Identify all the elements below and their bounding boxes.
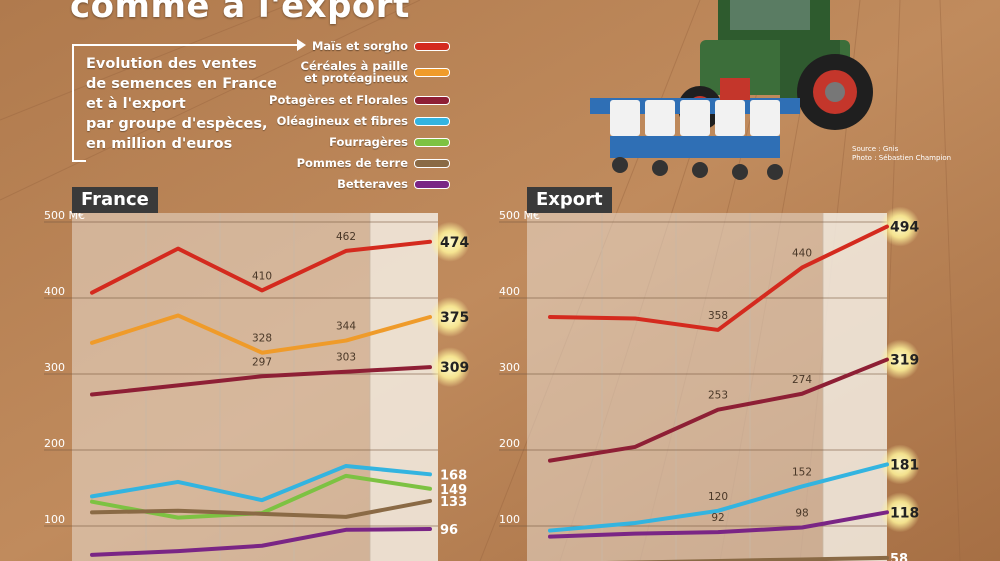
data-label: 92 <box>711 512 724 524</box>
series-line <box>90 365 432 397</box>
legend-swatch <box>414 179 450 189</box>
data-label: 462 <box>336 231 356 243</box>
description-line: par groupe d'espèces, <box>86 116 268 132</box>
data-label: 181 <box>890 457 919 473</box>
series-line <box>90 463 432 503</box>
legend-swatch <box>414 41 450 51</box>
highlight-glow <box>430 297 470 337</box>
data-label: 328 <box>252 333 272 345</box>
legend-item: Maïs et sorgho <box>312 40 450 52</box>
series-line <box>548 357 889 463</box>
highlight-glow <box>430 347 470 388</box>
legend-item: Oléagineux et fibres <box>277 115 450 127</box>
series-line <box>90 527 432 557</box>
series-line <box>90 313 432 355</box>
page-title: comme à l'export <box>70 0 410 26</box>
legend-label: Betteraves <box>337 177 408 191</box>
data-label: 494 <box>890 220 919 236</box>
legend-swatch <box>414 158 450 168</box>
series-line <box>90 239 432 295</box>
description-line: de semences en France <box>86 76 277 92</box>
legend-item: Betteraves <box>337 178 450 190</box>
tractor-illustration <box>590 0 873 180</box>
highlight-glow <box>880 206 920 247</box>
data-label: 152 <box>792 466 812 478</box>
y-tick-label: 200 <box>44 437 65 450</box>
y-tick-label: 300 <box>499 361 520 374</box>
series-line <box>548 462 889 533</box>
data-label: 168 <box>440 468 467 483</box>
data-label: 410 <box>252 270 272 282</box>
legend-label: Maïs et sorgho <box>311 39 408 53</box>
description-line: Evolution des ventes <box>86 56 257 72</box>
highlight-glow <box>880 339 920 380</box>
data-label: 118 <box>890 505 919 521</box>
series-line <box>548 224 889 332</box>
data-label: 274 <box>792 374 812 386</box>
highlight-glow <box>430 221 470 262</box>
y-tick-label: 400 <box>499 285 520 298</box>
panel-export <box>527 213 887 561</box>
data-label: 375 <box>440 310 469 326</box>
data-label: 149 <box>440 483 467 498</box>
y-tick-label: 100 <box>499 513 520 526</box>
description-bracket <box>72 44 86 162</box>
chart-title-export: Export <box>527 187 612 213</box>
y-tick-label: 200 <box>499 437 520 450</box>
series-line <box>548 510 889 539</box>
highlight-glow <box>880 444 920 485</box>
chart-title-france: France <box>72 187 158 213</box>
source-credit: Source : Gnis Photo : Sébastien Champion <box>852 145 951 163</box>
description-line: en million d'euros <box>86 136 233 152</box>
legend-label: Céréales à paille et protéagineux <box>300 59 408 85</box>
legend-item: Céréales à paille et protéagineux <box>288 60 450 84</box>
y-tick-label: 300 <box>44 361 65 374</box>
y-tick-label: 100 <box>44 513 65 526</box>
data-label: 58 <box>890 552 908 561</box>
description-arrow <box>84 39 306 51</box>
data-label: 319 <box>890 353 919 369</box>
data-label: 98 <box>795 508 808 520</box>
legend-item: Pommes de terre <box>297 157 450 169</box>
y-tick-label: 400 <box>44 285 65 298</box>
legend-swatch <box>414 137 450 147</box>
data-label: 474 <box>440 235 469 251</box>
highlight-glow <box>880 492 920 533</box>
data-label: 133 <box>440 495 467 510</box>
legend-label: Oléagineux et fibres <box>276 114 408 128</box>
series-line <box>90 498 432 519</box>
data-label: 358 <box>708 310 728 322</box>
description-line: et à l'export <box>86 96 186 112</box>
legend-swatch <box>414 116 450 126</box>
legend-swatch <box>414 67 450 77</box>
chart-description: Evolution des ventes de semences en Fran… <box>86 54 296 154</box>
data-label: 96 <box>440 523 458 538</box>
data-label: 120 <box>708 491 728 503</box>
source-line: Source : Gnis <box>852 145 899 153</box>
source-line: Photo : Sébastien Champion <box>852 154 952 162</box>
legend-item: Fourragères <box>329 136 450 148</box>
data-label: 297 <box>252 356 272 368</box>
legend-label: Pommes de terre <box>296 156 408 170</box>
legend-item: Potagères et Florales <box>269 94 450 106</box>
legend-swatch <box>414 95 450 105</box>
legend-label: Potagères et Florales <box>269 93 408 107</box>
data-label: 253 <box>708 390 728 402</box>
legend-label: Fourragères <box>329 135 408 149</box>
data-label: 309 <box>440 360 469 376</box>
data-label: 344 <box>336 321 356 333</box>
data-label: 440 <box>792 248 812 260</box>
data-label: 303 <box>336 352 356 364</box>
